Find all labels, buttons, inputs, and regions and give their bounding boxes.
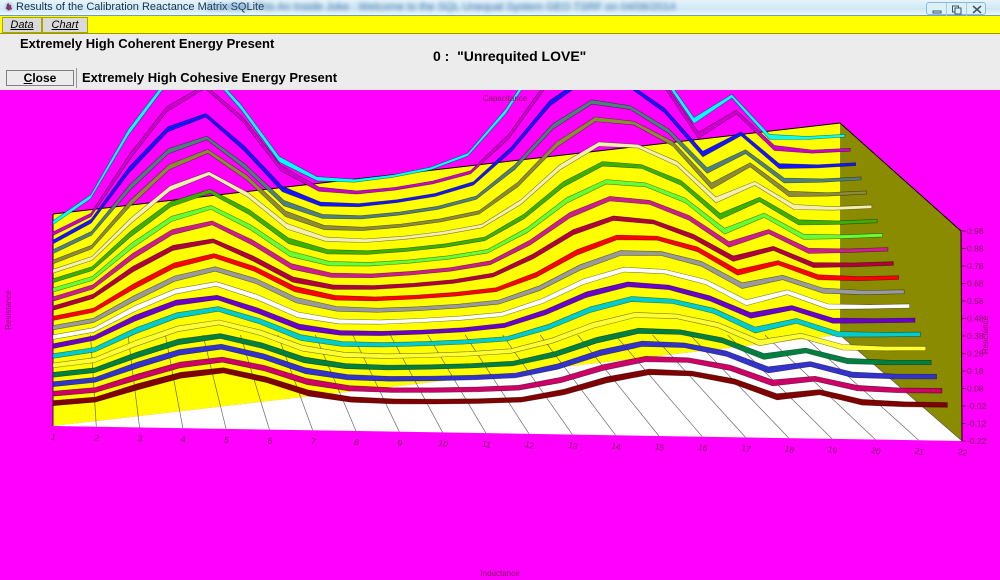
svg-text:-0.02: -0.02 xyxy=(967,401,987,411)
svg-text:0.68: 0.68 xyxy=(967,279,984,289)
svg-text:Resistance: Resistance xyxy=(4,290,13,330)
svg-text:0.88: 0.88 xyxy=(967,244,984,254)
svg-text:Inductance: Inductance xyxy=(480,569,520,578)
svg-text:0.98: 0.98 xyxy=(967,226,984,236)
svg-text:Reactance: Reactance xyxy=(981,315,990,354)
svg-text:-0.12: -0.12 xyxy=(967,419,987,429)
svg-text:-0.22: -0.22 xyxy=(967,436,987,446)
svg-text:0.58: 0.58 xyxy=(967,296,984,306)
svg-text:Capacitance: Capacitance xyxy=(483,94,528,103)
svg-text:0.78: 0.78 xyxy=(967,261,984,271)
svg-text:0.08: 0.08 xyxy=(967,384,984,394)
svg-text:0.18: 0.18 xyxy=(967,366,984,376)
